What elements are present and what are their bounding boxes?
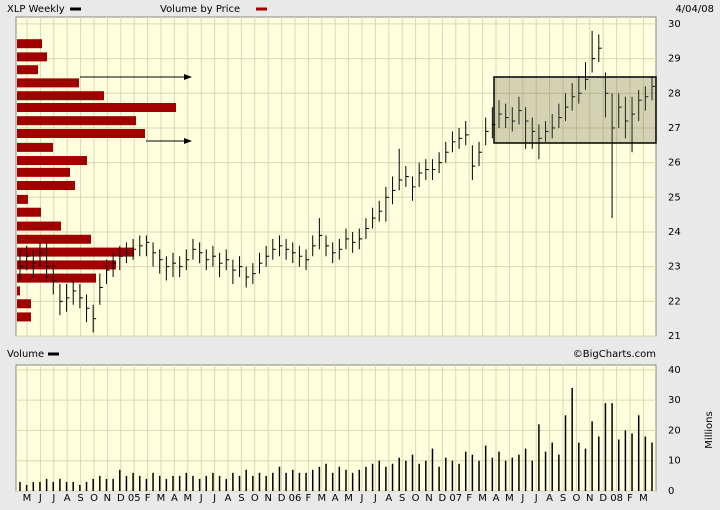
volume-by-price-bar bbox=[17, 116, 136, 126]
y-tick-label: 26 bbox=[668, 158, 681, 169]
x-tick-label: J bbox=[373, 493, 377, 504]
volume-by-price-bar bbox=[17, 78, 79, 88]
x-tick-label: M bbox=[183, 493, 192, 504]
x-tick-label: 07 bbox=[449, 493, 462, 504]
arrow-head bbox=[184, 74, 192, 80]
y-tick-label: 25 bbox=[668, 192, 681, 203]
x-tick-label: F bbox=[627, 493, 633, 504]
volume-by-price-bar bbox=[17, 129, 145, 139]
x-tick-label: A bbox=[64, 493, 71, 504]
x-tick-label: S bbox=[399, 493, 405, 504]
x-tick-label: D bbox=[278, 493, 286, 504]
x-tick-label: J bbox=[199, 493, 203, 504]
volume-by-price-bar bbox=[17, 142, 53, 152]
x-tick-label: M bbox=[639, 493, 648, 504]
x-tick-label: 06 bbox=[289, 493, 302, 504]
x-tick-label: N bbox=[425, 493, 432, 504]
x-tick-label: F bbox=[466, 493, 472, 504]
x-tick-label: A bbox=[385, 493, 392, 504]
y-tick-label: 10 bbox=[668, 456, 681, 467]
x-tick-label: J bbox=[360, 493, 364, 504]
volume-by-price-bar bbox=[17, 102, 176, 112]
x-tick-label: M bbox=[505, 493, 514, 504]
annotations bbox=[80, 74, 657, 144]
volume-by-price-bar bbox=[17, 286, 20, 296]
date-label: 4/04/08 bbox=[675, 4, 714, 15]
y-tick-label: 23 bbox=[668, 262, 681, 273]
highlight-box bbox=[493, 76, 657, 144]
volume-by-price-bar bbox=[17, 260, 116, 270]
plot-layer: M J J A S O N D 05 F M A M J J A S O N D 06 F M A M J J A S O N D 07 F M A M… bbox=[16, 17, 681, 504]
volume-by-price-bar bbox=[17, 91, 104, 101]
x-tick-label: M bbox=[478, 493, 487, 504]
volume-by-price-bar bbox=[17, 194, 28, 204]
volume-by-price-bar bbox=[17, 181, 75, 191]
x-tick-label: J bbox=[534, 493, 538, 504]
arrow-head bbox=[184, 138, 192, 144]
y-tick-label: 29 bbox=[668, 54, 681, 65]
y-tick-label: 27 bbox=[668, 123, 681, 134]
volume-by-price-bar bbox=[17, 273, 96, 283]
x-tick-label: M bbox=[23, 493, 32, 504]
volume-by-price-bar bbox=[17, 52, 47, 62]
x-tick-label: O bbox=[412, 493, 420, 504]
x-tick-label: N bbox=[586, 493, 593, 504]
x-tick-label: M bbox=[344, 493, 353, 504]
legend-label: Volume by Price bbox=[160, 4, 240, 15]
x-tick-label: A bbox=[493, 493, 500, 504]
x-tick-label: O bbox=[572, 493, 580, 504]
y-tick-label: 0 bbox=[668, 486, 674, 497]
x-tick-label: J bbox=[38, 493, 42, 504]
x-tick-label: A bbox=[546, 493, 553, 504]
x-tick-label: D bbox=[439, 493, 447, 504]
volume-by-price-bar bbox=[17, 39, 42, 49]
y-tick-label: 21 bbox=[668, 331, 681, 342]
credit: ©BigCharts.com bbox=[573, 349, 656, 360]
volume-by-price-bar bbox=[17, 312, 31, 322]
volume-by-price-bar bbox=[17, 247, 134, 257]
x-tick-label: F bbox=[145, 493, 151, 504]
x-tick-label: N bbox=[264, 493, 271, 504]
x-tick-label: D bbox=[117, 493, 125, 504]
y-tick-label: 22 bbox=[668, 296, 681, 307]
x-tick-label: 05 bbox=[128, 493, 141, 504]
x-tick-label: 08 bbox=[610, 493, 623, 504]
x-tick-label: J bbox=[212, 493, 216, 504]
x-tick-label: N bbox=[104, 493, 111, 504]
volume-by-price-bar bbox=[17, 299, 31, 309]
price-panel bbox=[15, 16, 657, 337]
x-tick-label: M bbox=[157, 493, 166, 504]
x-tick-label: S bbox=[238, 493, 244, 504]
chart-title: XLP Weekly bbox=[7, 4, 65, 15]
x-tick-label: M bbox=[317, 493, 326, 504]
x-tick-label: J bbox=[51, 493, 55, 504]
x-tick-label: O bbox=[251, 493, 259, 504]
x-tick-label: F bbox=[306, 493, 312, 504]
x-tick-label: S bbox=[560, 493, 566, 504]
volume-by-price-bar bbox=[17, 65, 38, 75]
volume-panel bbox=[15, 364, 657, 492]
x-tick-label: A bbox=[332, 493, 339, 504]
volume-title: Volume bbox=[7, 349, 44, 360]
x-tick-label: A bbox=[225, 493, 232, 504]
y-axis-label: Millions bbox=[704, 411, 715, 448]
y-tick-label: 20 bbox=[668, 425, 681, 436]
y-tick-label: 30 bbox=[668, 19, 681, 30]
volume-by-price-bar bbox=[17, 221, 61, 231]
x-tick-label: O bbox=[90, 493, 98, 504]
x-tick-label: J bbox=[520, 493, 524, 504]
y-tick-label: 40 bbox=[668, 365, 681, 376]
y-tick-label: 24 bbox=[668, 227, 681, 238]
x-tick-label: D bbox=[599, 493, 607, 504]
volume-by-price-bar bbox=[17, 234, 91, 244]
x-tick-label: S bbox=[77, 493, 83, 504]
y-tick-label: 30 bbox=[668, 395, 681, 406]
volume-by-price-bar bbox=[17, 207, 41, 217]
volume-by-price-bar bbox=[17, 156, 87, 166]
volume-by-price-bar bbox=[17, 167, 70, 177]
x-tick-label: A bbox=[171, 493, 178, 504]
y-tick-label: 28 bbox=[668, 88, 681, 99]
